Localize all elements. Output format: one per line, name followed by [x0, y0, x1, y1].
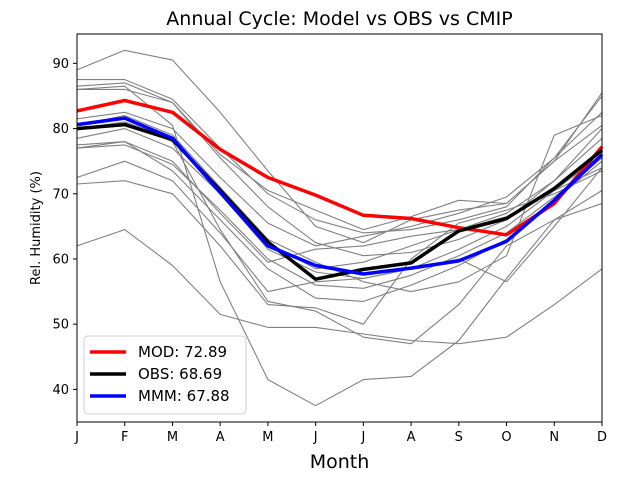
y-tick-label: 50 — [52, 318, 69, 333]
x-tick-label: J — [74, 430, 79, 445]
x-tick-label: M — [167, 430, 178, 445]
y-tick-label: 70 — [52, 187, 69, 202]
cmip-model-line-12 — [76, 121, 603, 345]
x-tick-label: J — [313, 430, 318, 445]
main-series-lines — [76, 98, 604, 281]
cmip-model-line-7 — [76, 141, 603, 302]
x-tick-label: F — [121, 430, 128, 445]
chart-title: Annual Cycle: Model vs OBS vs CMIP — [166, 8, 512, 30]
cmip-model-line-9 — [76, 170, 603, 325]
x-tick-label: D — [597, 430, 607, 445]
series-line-mod — [76, 98, 604, 237]
cmip-model-line-10 — [76, 229, 603, 345]
cmip-model-line-11 — [76, 85, 603, 407]
x-tick-label: A — [407, 430, 416, 445]
plot-frame — [76, 33, 603, 423]
series-line-obs — [76, 122, 604, 281]
y-tick-label: 90 — [52, 57, 69, 72]
x-tick-label: A — [216, 430, 225, 445]
cmip-model-line-13 — [77, 88, 603, 231]
x-tick-label: J — [360, 430, 365, 445]
legend: MOD: 72.89 OBS: 68.69 MMM: 67.88 — [83, 335, 247, 415]
y-axis: 40 50 60 70 80 90 — [52, 57, 77, 398]
x-tick-label: M — [262, 430, 273, 445]
cmip-model-line-2 — [77, 79, 603, 234]
x-tick-label: N — [549, 430, 559, 445]
x-axis-label: Month — [310, 451, 370, 473]
cmip-model-line-8 — [76, 160, 603, 293]
y-axis-label: Rel. Humidity (%) — [29, 171, 44, 285]
y-tick-label: 80 — [52, 122, 69, 137]
cmip-model-line-4 — [76, 111, 603, 247]
series-line-mmm — [76, 116, 604, 276]
x-tick-label: O — [501, 430, 511, 445]
legend-label-mod: MOD: 72.89 — [138, 343, 227, 361]
cmip-model-line-6 — [76, 144, 603, 289]
y-tick-label: 40 — [52, 383, 69, 398]
legend-label-mmm: MMM: 67.88 — [138, 387, 230, 405]
x-tick-label: S — [455, 430, 463, 445]
y-tick-label: 60 — [52, 252, 69, 267]
legend-label-obs: OBS: 68.69 — [138, 365, 222, 383]
